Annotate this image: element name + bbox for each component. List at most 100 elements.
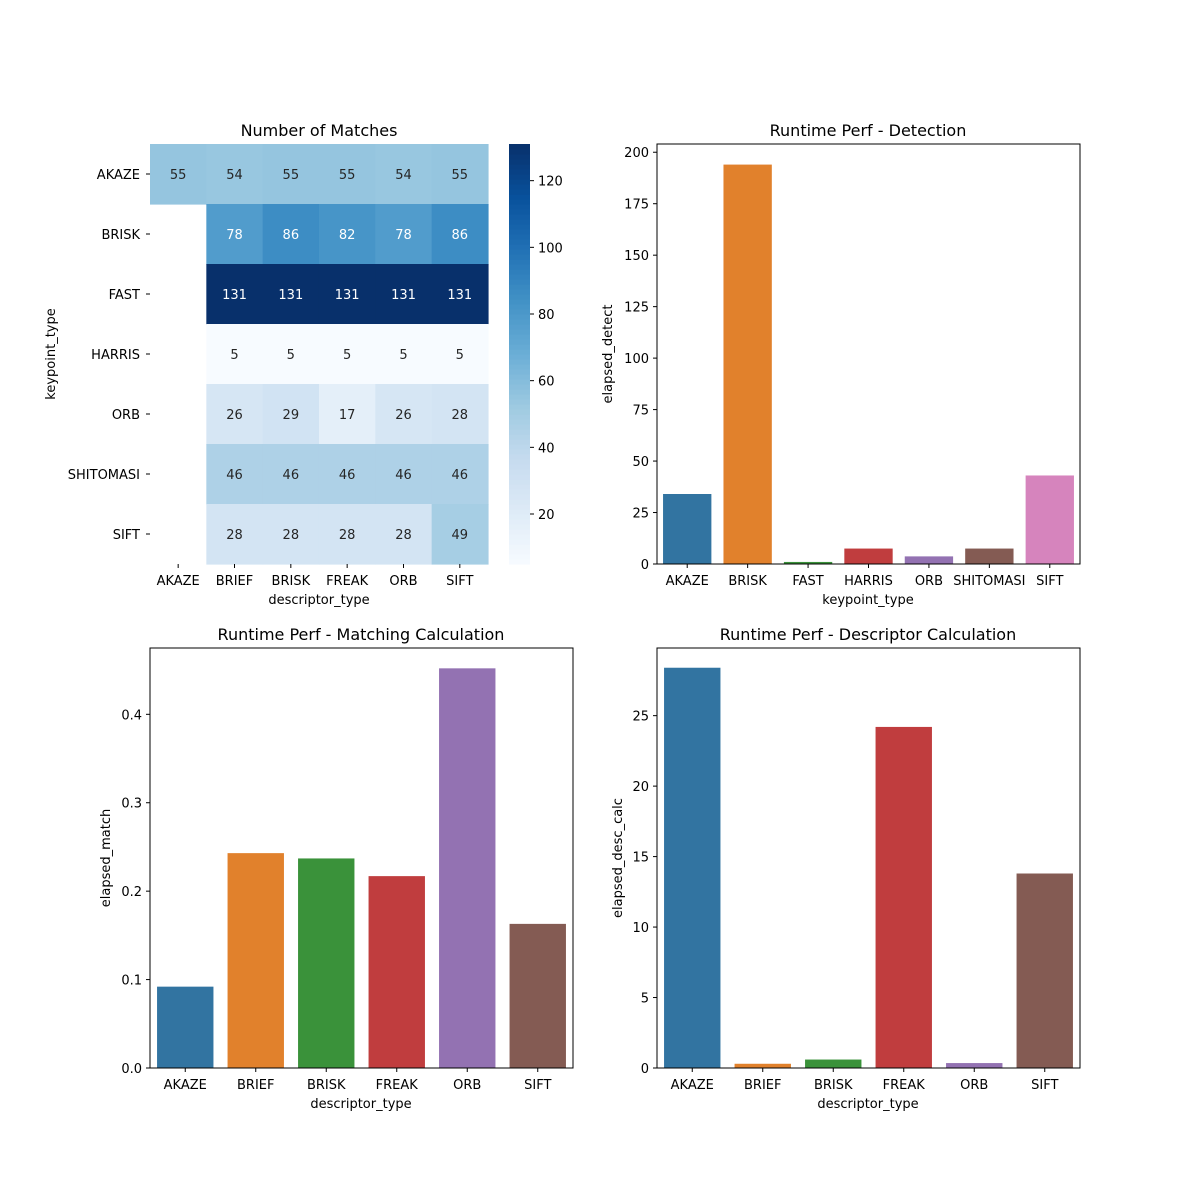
heatmap-cell — [431, 264, 489, 325]
colorbar-segment — [509, 234, 530, 240]
x-tick-label: BRIEF — [744, 1078, 781, 1093]
colorbar-segment — [509, 484, 530, 490]
bar — [734, 1063, 791, 1068]
detection-y-ticks: 0 25 50 75 100 125 150 175 200 — [624, 146, 657, 573]
y-tick-label: BRISK — [101, 228, 140, 243]
heatmap-cell-label: 55 — [339, 168, 356, 183]
heatmap-cell — [262, 504, 320, 565]
x-tick-label: ORB — [915, 574, 943, 589]
heatmap-cell-label: 131 — [391, 288, 416, 303]
y-tick-label: 0 — [641, 558, 649, 573]
heatmap-cell — [318, 384, 376, 445]
y-tick-label: 25 — [632, 710, 649, 725]
colorbar-segment — [509, 149, 530, 155]
heatmap-cell — [262, 444, 320, 505]
colorbar-segment — [509, 169, 530, 175]
colorbar-segment — [509, 479, 530, 485]
colorbar-tick-label: 100 — [538, 241, 563, 256]
heatmap-colorbar: 20 40 60 80 100 120 — [509, 144, 563, 565]
y-tick-label: 0.3 — [121, 797, 142, 812]
heatmap-cell-label: 28 — [452, 408, 469, 423]
descriptor-ylabel: elapsed_desc_calc — [611, 798, 626, 918]
heatmap-cell — [318, 204, 376, 265]
colorbar-segment — [509, 199, 530, 205]
colorbar-segment — [509, 179, 530, 185]
colorbar-segment — [509, 339, 530, 345]
heatmap-cell-label: 78 — [395, 228, 412, 243]
colorbar-segment — [509, 174, 530, 180]
y-tick-label: HARRIS — [91, 348, 140, 363]
heatmap-cell-label: 5 — [456, 348, 464, 363]
detection-x-ticks: AKAZE BRISK FAST HARRIS ORB SHITOMASI SIFT — [666, 564, 1063, 589]
matching-frame — [149, 647, 574, 1069]
x-tick-label: BRIEF — [216, 574, 253, 589]
colorbar-segment — [509, 519, 530, 525]
colorbar-segment — [509, 354, 530, 360]
matching-x-ticks: AKAZE BRIEF BRISK FREAK ORB SIFT — [164, 1068, 551, 1093]
y-tick-label: 75 — [632, 404, 649, 419]
x-tick-label: SIFT — [1036, 574, 1063, 589]
heatmap-cell — [206, 204, 264, 265]
heatmap-cell-label: 46 — [339, 468, 356, 483]
colorbar-segment — [509, 159, 530, 165]
heatmap-cell-label: 55 — [283, 168, 300, 183]
heatmap-cell-label: 131 — [447, 288, 472, 303]
descriptor-panel: Runtime Perf - Descriptor Calculation de… — [611, 625, 1081, 1112]
heatmap-cell — [431, 384, 489, 445]
colorbar-segment — [509, 559, 530, 565]
heatmap-cell-label: 5 — [287, 348, 295, 363]
colorbar-segment — [509, 369, 530, 375]
colorbar-tick-label: 20 — [538, 508, 555, 523]
x-tick-label: AKAZE — [671, 1078, 714, 1093]
matching-xlabel: descriptor_type — [310, 1097, 411, 1112]
colorbar-segment — [509, 534, 530, 540]
matching-panel: Runtime Perf - Matching Calculation desc… — [99, 625, 574, 1112]
colorbar-segment — [509, 384, 530, 390]
colorbar-segment — [509, 204, 530, 210]
descriptor-x-ticks: AKAZE BRIEF BRISK FREAK ORB SIFT — [671, 1068, 1058, 1093]
heatmap-cell — [375, 204, 433, 265]
heatmap-cell-label: 28 — [339, 528, 356, 543]
colorbar-segment — [509, 399, 530, 405]
heatmap-cell-label: 46 — [452, 468, 469, 483]
descriptor-frame — [656, 647, 1081, 1069]
heatmap-y-ticks: AKAZE BRISK FAST HARRIS ORB SHITOMASI SIFT — [68, 168, 150, 543]
detection-title: Runtime Perf - Detection — [770, 121, 967, 140]
y-tick-label: 0 — [641, 1062, 649, 1077]
y-tick-label: 0.1 — [121, 974, 142, 989]
colorbar-segment — [509, 359, 530, 365]
heatmap-cell — [262, 204, 320, 265]
heatmap-cell — [375, 504, 433, 565]
colorbar-segment — [509, 249, 530, 255]
heatmap-cell-label: 46 — [283, 468, 300, 483]
colorbar-segment — [509, 349, 530, 355]
y-tick-label: 20 — [632, 780, 649, 795]
colorbar-segment — [509, 334, 530, 340]
x-tick-label: FAST — [792, 574, 823, 589]
bar — [227, 853, 284, 1068]
bar — [965, 548, 1014, 564]
colorbar-tick-label: 60 — [538, 375, 555, 390]
bar — [783, 561, 833, 564]
x-tick-label: SIFT — [446, 574, 473, 589]
heatmap-cell-label: 28 — [395, 528, 412, 543]
colorbar-segment — [509, 264, 530, 270]
colorbar-segment — [509, 189, 530, 195]
y-tick-label: SHITOMASI — [68, 468, 140, 483]
y-tick-label: 0.2 — [121, 885, 142, 900]
colorbar-segment — [509, 514, 530, 520]
matching-bars — [157, 668, 566, 1068]
heatmap-cells — [150, 144, 489, 565]
y-tick-label: SIFT — [113, 528, 140, 543]
heatmap-cell — [206, 144, 264, 205]
colorbar-segment — [509, 389, 530, 395]
y-tick-label: 10 — [632, 921, 649, 936]
colorbar-segment — [509, 259, 530, 265]
bar — [904, 556, 954, 564]
heatmap-cell — [375, 384, 433, 445]
colorbar-segment — [509, 289, 530, 295]
heatmap-cell-label: 86 — [452, 228, 469, 243]
colorbar-segment — [509, 499, 530, 505]
heatmap-cell — [262, 324, 320, 385]
